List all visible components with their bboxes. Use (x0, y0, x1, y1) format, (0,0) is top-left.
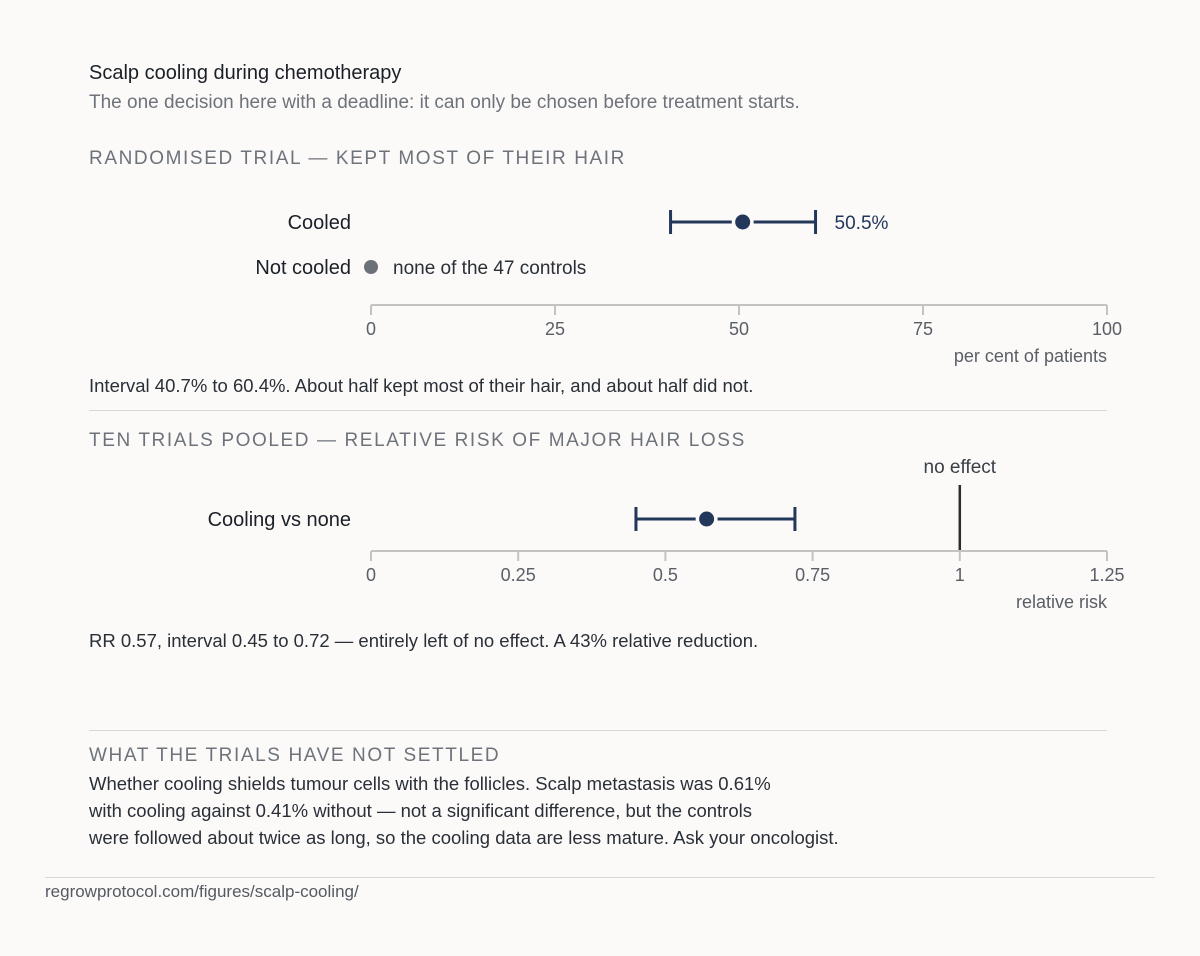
x-tick-label: 0 (366, 565, 376, 585)
footer-divider (45, 877, 1155, 878)
point-estimate (699, 511, 715, 527)
x-tick-label: 25 (545, 319, 565, 339)
row-label: Cooled (288, 212, 351, 234)
page-subtitle: The one decision here with a deadline: i… (89, 92, 800, 113)
trial-note: Interval 40.7% to 60.4%. About half kept… (89, 375, 754, 396)
pooled-note: RR 0.57, interval 0.45 to 0.72 — entirel… (89, 630, 759, 651)
value-label: 50.5% (835, 213, 889, 234)
row-label: Cooling vs none (208, 509, 351, 531)
x-tick-label: 100 (1092, 319, 1122, 339)
point-estimate (735, 214, 751, 230)
randomised-trial-chart: Cooled 50.5% Not cooled none of the 47 cont… (255, 210, 1122, 366)
unsettled-line: Whether cooling shields tumour cells wit… (89, 773, 771, 794)
x-tick-label: 0.25 (501, 565, 536, 585)
no-effect-label: no effect (924, 457, 997, 478)
value-label: none of the 47 controls (393, 258, 586, 279)
section-divider (89, 730, 1107, 731)
x-tick-label: 0 (366, 319, 376, 339)
x-tick-label: 0.75 (795, 565, 830, 585)
section-divider (89, 410, 1107, 411)
page-title: Scalp cooling during chemotherapy (89, 62, 402, 84)
footer-link[interactable]: regrowprotocol.com/figures/scalp-cooling… (45, 882, 359, 901)
unsettled-section-title: WHAT THE TRIALS HAVE NOT SETTLED (89, 745, 501, 766)
x-tick-label: 75 (913, 319, 933, 339)
trial-section-title: RANDOMISED TRIAL — KEPT MOST OF THEIR HA… (89, 148, 626, 169)
x-axis-label: relative risk (1016, 592, 1108, 612)
x-tick-label: 1 (955, 565, 965, 585)
x-tick-label: 50 (729, 319, 749, 339)
pooled-trials-chart: no effect Cooling vs none 0 0.25 0.5 0.75 1 1… (208, 457, 1125, 612)
row-label: Not cooled (255, 257, 351, 279)
unsettled-line: were followed about twice as long, so th… (89, 827, 839, 848)
x-tick-label: 0.5 (653, 565, 678, 585)
x-axis-label: per cent of patients (954, 346, 1107, 366)
x-tick-label: 1.25 (1089, 565, 1124, 585)
control-point (364, 260, 378, 274)
pooled-section-title: TEN TRIALS POOLED — RELATIVE RISK OF MAJ… (89, 430, 746, 451)
unsettled-line: with cooling against 0.41% without — not… (89, 800, 752, 821)
